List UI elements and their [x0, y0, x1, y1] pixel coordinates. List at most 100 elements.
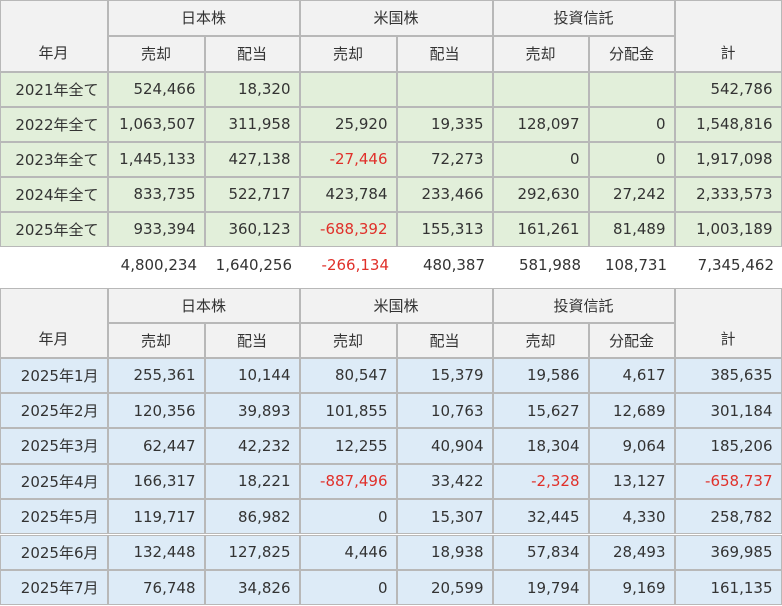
cell-value: 522,717 — [204, 176, 300, 212]
cell-value: 32,445 — [492, 499, 589, 535]
cell-value — [492, 71, 589, 107]
cell-value: 62,447 — [107, 428, 205, 464]
cell-value: 18,221 — [204, 463, 300, 500]
cell-value: 0 — [588, 106, 675, 142]
cell-value: 13,127 — [588, 463, 675, 500]
cell-value: 12,255 — [299, 428, 397, 464]
cell-value: 233,466 — [396, 176, 493, 212]
cell-value: 19,586 — [492, 357, 589, 393]
total-value: 1,640,256 — [215, 255, 292, 274]
row-label: 2025年1月 — [0, 357, 108, 393]
cell-value: 1,548,816 — [674, 106, 782, 142]
sub-header: 売却 — [299, 322, 397, 358]
cell-value: -27,446 — [299, 141, 397, 177]
cell-value: 81,489 — [588, 211, 675, 247]
row-label: 2024年全て — [0, 176, 108, 212]
sub-header: 配当 — [204, 35, 300, 72]
cell-value: 19,335 — [396, 106, 493, 142]
cell-value: 9,169 — [588, 569, 675, 606]
cell-value: 18,320 — [204, 71, 300, 107]
cell-value: 40,904 — [396, 428, 493, 464]
cell-value: 166,317 — [107, 463, 205, 500]
row-label: 2022年全て — [0, 106, 108, 142]
cell-value: 15,307 — [396, 499, 493, 535]
cell-value: 933,394 — [107, 211, 205, 247]
group-header: 日本株 — [107, 287, 300, 323]
cell-value: 360,123 — [204, 211, 300, 247]
cell-value: 9,064 — [588, 428, 675, 464]
cell-value: 833,735 — [107, 176, 205, 212]
cell-value: 1,063,507 — [107, 106, 205, 142]
sub-header: 配当 — [204, 322, 300, 358]
cell-value: 25,920 — [299, 106, 397, 142]
cell-value: 80,547 — [299, 357, 397, 393]
cell-value: 311,958 — [204, 106, 300, 142]
total-value: 581,988 — [518, 255, 581, 274]
cell-value: 76,748 — [107, 569, 205, 606]
cell-value: 39,893 — [204, 392, 300, 429]
cell-value: 28,493 — [588, 534, 675, 570]
cell-value: 19,794 — [492, 569, 589, 606]
cell-value: 27,242 — [588, 176, 675, 212]
total-header: 計 — [674, 287, 782, 358]
cell-value: 4,446 — [299, 534, 397, 570]
cell-value: -2,328 — [492, 463, 589, 500]
cell-value: 161,261 — [492, 211, 589, 247]
cell-value: 42,232 — [204, 428, 300, 464]
cell-value: 1,917,098 — [674, 141, 782, 177]
cell-value: 10,144 — [204, 357, 300, 393]
row-label: 2025年6月 — [0, 534, 108, 570]
cell-value: 1,445,133 — [107, 141, 205, 177]
cell-value: 20,599 — [396, 569, 493, 606]
cell-value: 524,466 — [107, 71, 205, 107]
cell-value: 18,938 — [396, 534, 493, 570]
cell-value: 10,763 — [396, 392, 493, 429]
sub-header: 売却 — [299, 35, 397, 72]
sub-header: 売却 — [492, 35, 589, 72]
cell-value: 119,717 — [107, 499, 205, 535]
cell-value — [396, 71, 493, 107]
cell-value: 127,825 — [204, 534, 300, 570]
row-label: 2025年5月 — [0, 499, 108, 535]
sub-header: 配当 — [396, 322, 493, 358]
cell-value: 15,627 — [492, 392, 589, 429]
group-header: 米国株 — [299, 0, 493, 36]
cell-value: 4,330 — [588, 499, 675, 535]
cell-value: 427,138 — [204, 141, 300, 177]
cell-value: 4,617 — [588, 357, 675, 393]
cell-value: -688,392 — [299, 211, 397, 247]
group-header: 日本株 — [107, 0, 300, 36]
row-label: 2025年3月 — [0, 428, 108, 464]
sub-header: 分配金 — [588, 35, 675, 72]
cell-value: -658,737 — [674, 463, 782, 500]
cell-value: 423,784 — [299, 176, 397, 212]
cell-value: 18,304 — [492, 428, 589, 464]
sub-header: 売却 — [492, 322, 589, 358]
sub-header: 分配金 — [588, 322, 675, 358]
cell-value: 0 — [299, 499, 397, 535]
cell-value: 155,313 — [396, 211, 493, 247]
cell-value: 258,782 — [674, 499, 782, 535]
total-value: -266,134 — [321, 255, 389, 274]
cell-value: 369,985 — [674, 534, 782, 570]
sub-header: 売却 — [107, 35, 205, 72]
group-header: 米国株 — [299, 287, 493, 323]
total-value: 108,731 — [604, 255, 667, 274]
total-value: 4,800,234 — [120, 255, 197, 274]
row-label: 2025年全て — [0, 211, 108, 247]
month-header: 年月 — [0, 0, 108, 72]
cell-value — [299, 71, 397, 107]
row-label: 2025年7月 — [0, 569, 108, 606]
cell-value: 0 — [588, 141, 675, 177]
row-label: 2025年4月 — [0, 463, 108, 500]
group-header: 投資信託 — [492, 287, 675, 323]
cell-value: 34,826 — [204, 569, 300, 606]
cell-value: -887,496 — [299, 463, 397, 500]
cell-value: 33,422 — [396, 463, 493, 500]
cell-value: 132,448 — [107, 534, 205, 570]
cell-value: 128,097 — [492, 106, 589, 142]
cell-value: 255,361 — [107, 357, 205, 393]
sub-header: 売却 — [107, 322, 205, 358]
cell-value: 1,003,189 — [674, 211, 782, 247]
